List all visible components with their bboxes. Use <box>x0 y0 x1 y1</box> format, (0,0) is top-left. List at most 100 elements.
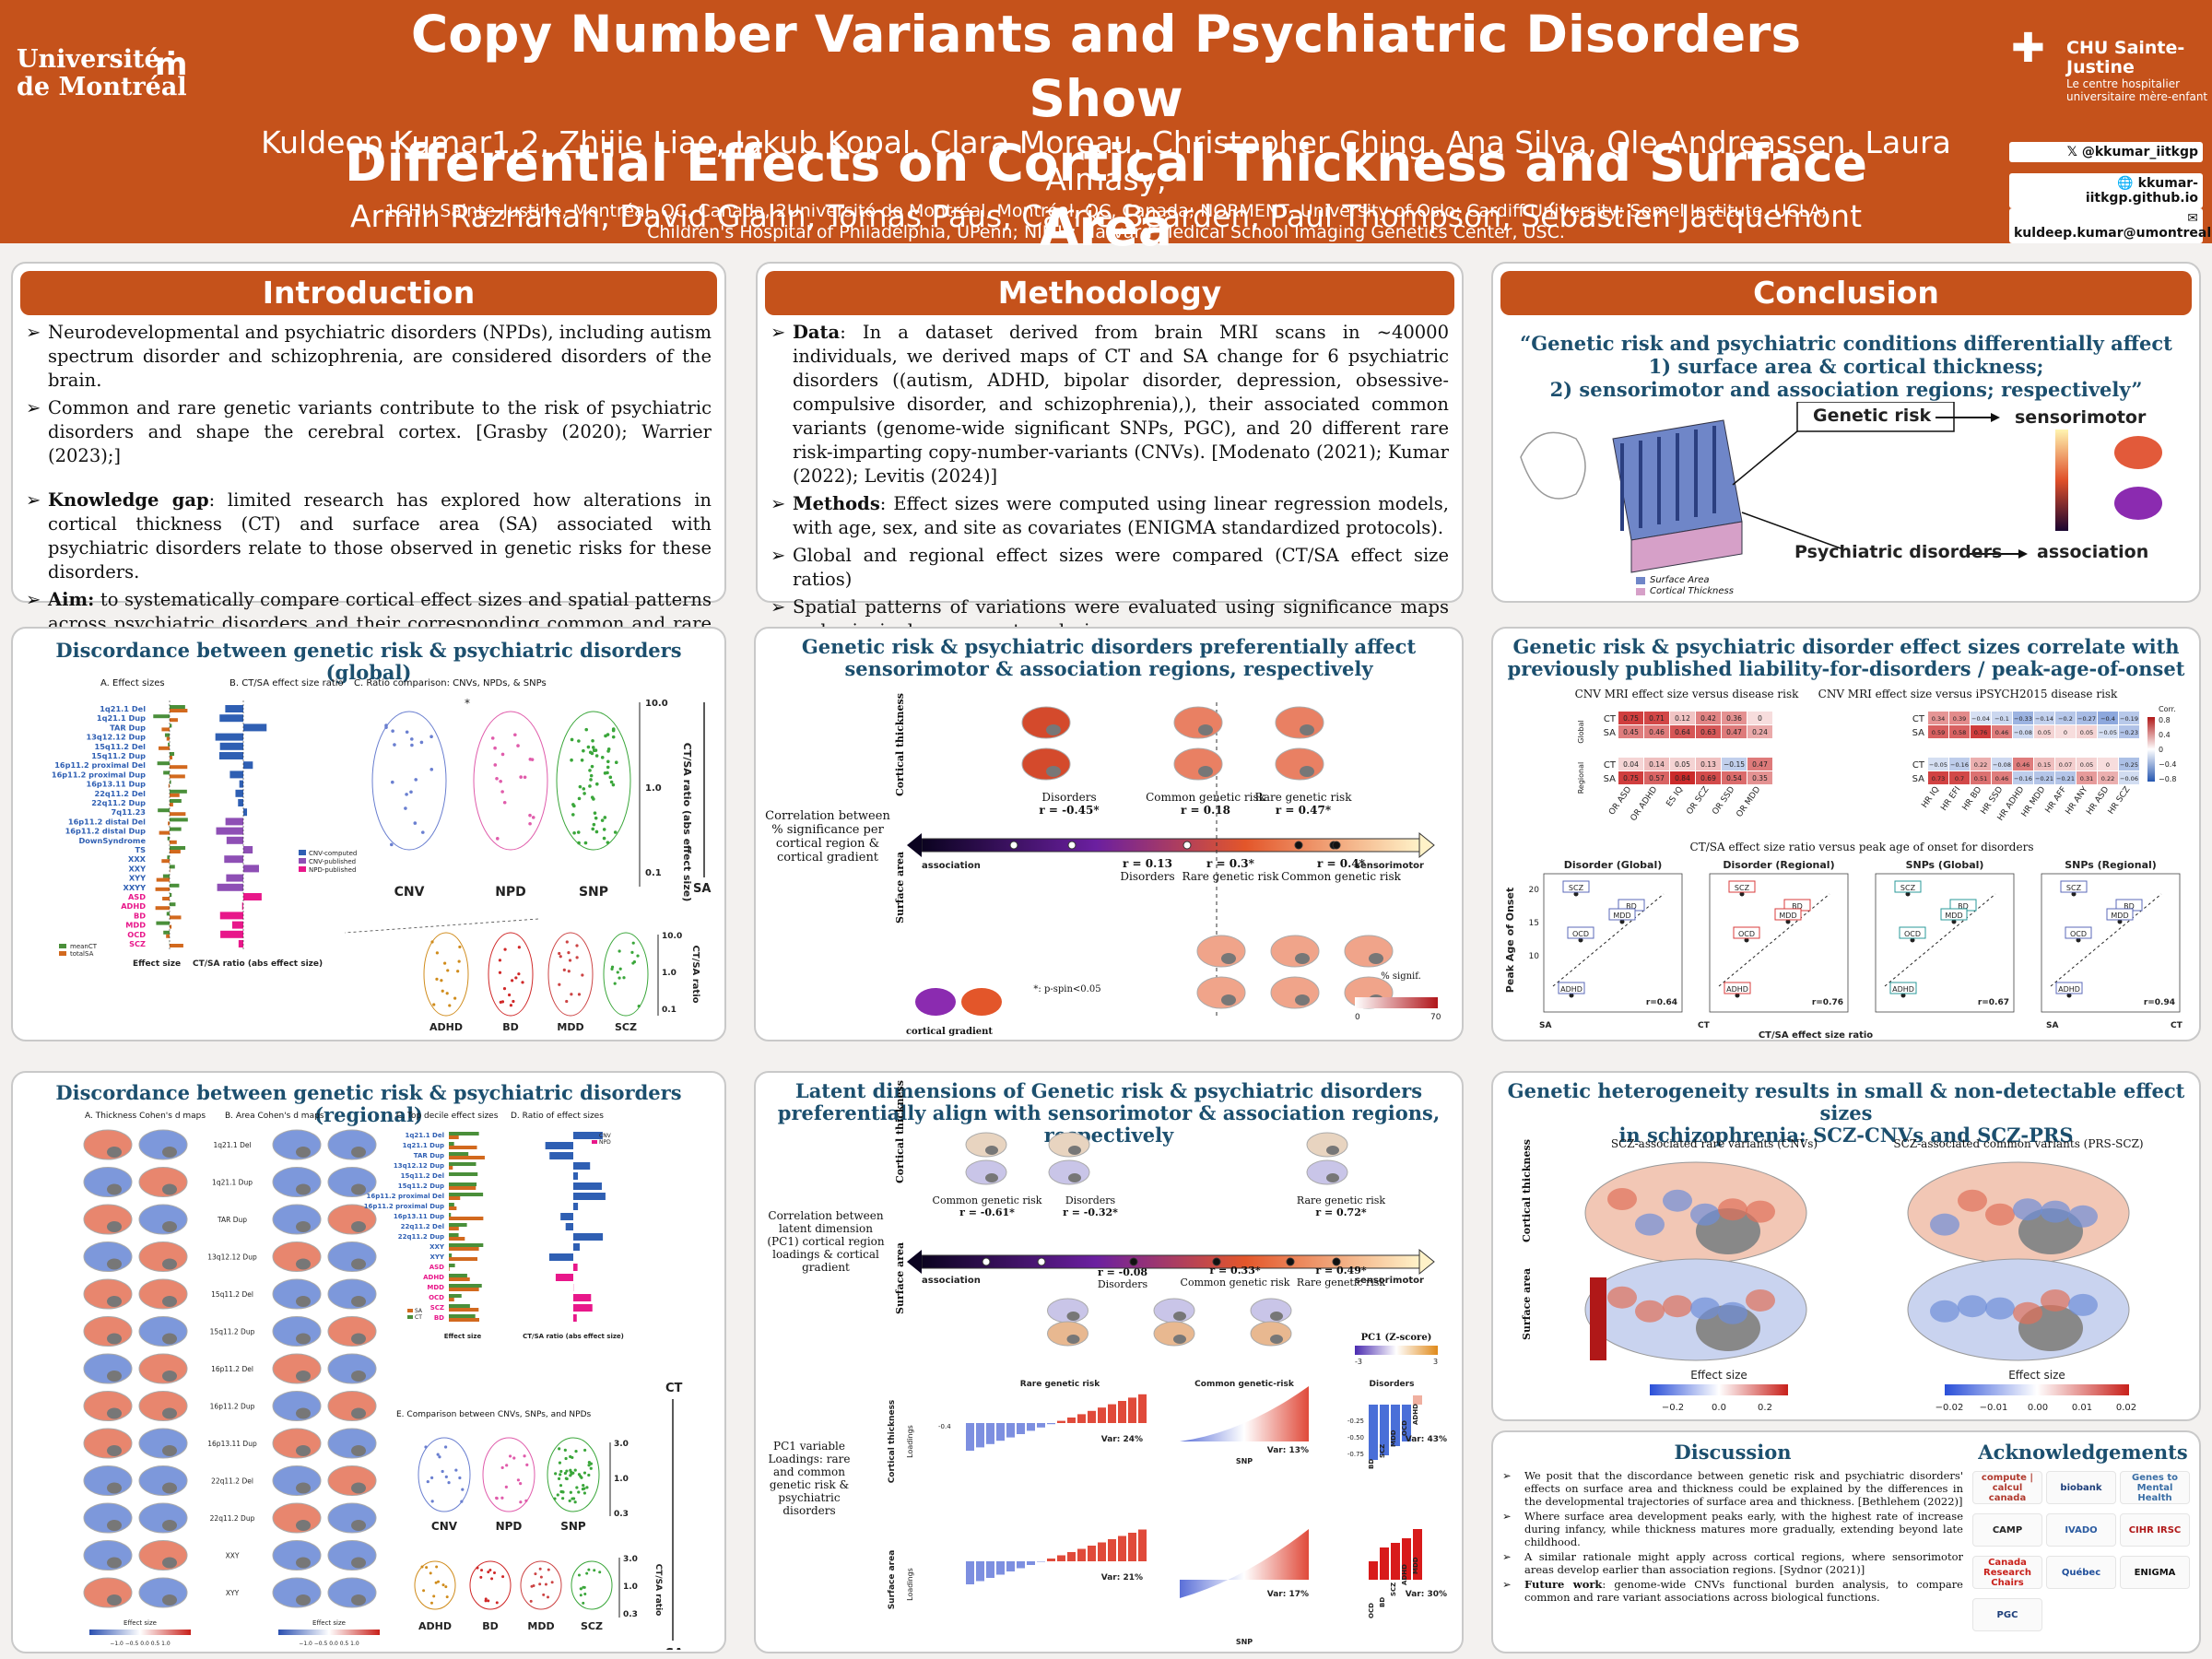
hetero-tick-left: 0.2 <box>1758 1403 1772 1413</box>
violin-point <box>434 1581 438 1584</box>
ack-logo: Québec <box>2046 1556 2116 1589</box>
brain-medial <box>1270 1312 1283 1321</box>
heat-cell <box>2034 758 2054 771</box>
dis-label: OCD <box>1401 1420 1408 1436</box>
hetero-patch <box>1635 1300 1665 1323</box>
violin-point <box>445 992 449 995</box>
scatter-point-label-ocd: OCD <box>1572 930 1589 938</box>
scatter-point-label-bd: BD <box>2124 902 2135 911</box>
ytick: 20 <box>1529 886 1540 895</box>
heat-cell <box>2098 758 2118 771</box>
violin-point <box>583 1448 587 1453</box>
website-link[interactable]: 🌐 kkumar-iitkgp.github.io <box>2009 173 2203 208</box>
violin-point <box>495 1497 499 1500</box>
brain-medial <box>107 1147 122 1158</box>
heat-value: 0.46 <box>1649 728 1665 736</box>
effect-bar-sa <box>170 915 182 920</box>
rare-sa-bar <box>1017 1561 1025 1569</box>
legend-sa: SA <box>415 1308 423 1314</box>
hetero-tick-right: 0.02 <box>2116 1403 2136 1413</box>
scatter-label-box <box>1774 908 1802 921</box>
violin-point <box>606 841 610 844</box>
thickness-brain <box>83 1241 133 1272</box>
violin-point <box>616 971 619 974</box>
decile-bar-ct <box>449 1152 469 1156</box>
top-decile-label: BD <box>434 1314 444 1322</box>
affil-line-2: Children's Hospital of Philadelphia, UPe… <box>647 222 1565 242</box>
violin-point <box>422 1589 426 1593</box>
brain-medial <box>1326 1146 1339 1155</box>
cortical-gradient-brain-2 <box>961 988 1002 1016</box>
heat-value: −0.05 <box>2099 729 2117 736</box>
heat-cell <box>1670 771 1695 784</box>
violin-point <box>500 752 505 757</box>
email-link[interactable]: ✉ kuldeep.kumar@umontreal.ca <box>2009 208 2212 243</box>
regional-row-label: 15q11.2 Del <box>211 1290 253 1299</box>
violin-point <box>499 1000 502 1004</box>
heat-value: 0.59 <box>1932 729 1945 736</box>
gradient-title: Genetic risk & psychiatric disorders pre… <box>801 635 1417 680</box>
scatter-point <box>1578 937 1583 943</box>
violin-point <box>488 1569 492 1572</box>
area-brain <box>327 1540 377 1571</box>
hetero-brain-medial <box>2018 1208 2083 1254</box>
regional-row-label: 15q11.2 Dup <box>210 1328 255 1336</box>
twitter-handle[interactable]: 𝕏 @kkumar_iitkgp <box>2009 142 2203 162</box>
ratio-axis-title: CT/SA ratio (abs effect size) <box>681 743 693 901</box>
violin-point <box>589 1466 593 1470</box>
ratio-bar <box>238 799 243 806</box>
violin-point <box>608 775 613 780</box>
rare-sa-bar <box>1057 1555 1065 1561</box>
violin-point <box>509 1004 513 1007</box>
ratio-bar <box>219 714 243 723</box>
dis-ct-tick: -0.50 <box>1347 1434 1364 1441</box>
violin-outline <box>423 932 469 1017</box>
heat-value: −0.27 <box>2077 715 2096 723</box>
violin-point <box>409 790 413 794</box>
legend-npd: NPD <box>599 1139 611 1146</box>
effect-bar-sa <box>170 793 180 797</box>
violin-point <box>567 950 571 955</box>
rare-ct-bar <box>1088 1410 1096 1423</box>
violin-point <box>561 1497 565 1500</box>
violin-point <box>581 973 584 977</box>
cortical-gradient-brain-1 <box>915 988 956 1016</box>
corr-tick: 0.8 <box>2159 716 2171 724</box>
cnv-name-label: XYY <box>129 874 147 883</box>
rare-sa-bar <box>1138 1529 1147 1561</box>
area-brain <box>327 1278 377 1310</box>
effect-bar-ct <box>170 752 175 756</box>
heat-col-label: ES IQ <box>1665 785 1686 808</box>
violin-point <box>582 1585 585 1589</box>
decile-bar-ct <box>449 1233 459 1237</box>
rare-sa-bar <box>1077 1548 1086 1561</box>
ratio-bar-regional <box>573 1243 580 1251</box>
violin-point <box>517 946 521 949</box>
scatter-r: r=0.94 <box>2144 998 2175 1007</box>
hetero-side-ct: Cortical thickness <box>1521 1139 1533 1242</box>
cortex-block <box>1612 419 1743 573</box>
snp-label: SNP <box>1236 1638 1253 1646</box>
violin-point <box>558 1447 561 1451</box>
scatter-label-box <box>2060 880 2088 893</box>
poster-header: Université de Montréal ṁ Copy Number Var… <box>0 0 2212 257</box>
scatter-label-box <box>1608 908 1636 921</box>
cnv-name-label: 22q11.2 Del <box>95 789 147 798</box>
udem-logo-line2: de Montréal <box>17 73 187 101</box>
brain-medial <box>985 1146 998 1155</box>
sa-common-label: r = 0.4* Common genetic risk <box>1281 857 1401 883</box>
sa-brain <box>1270 935 1320 968</box>
hetero-cbar-title-left: Effect size <box>1690 1369 1747 1382</box>
violin-point <box>490 736 495 740</box>
violin-point <box>448 1004 452 1007</box>
ratio-bar-regional <box>573 1162 591 1170</box>
legend-entry: NPD-published <box>309 866 356 874</box>
ytick: 10 <box>1529 952 1540 961</box>
ratio-bar-regional <box>549 1152 573 1159</box>
violin-point <box>519 1500 523 1504</box>
ratio-bar <box>243 893 262 900</box>
effect-bar-ct <box>166 912 170 916</box>
ct-brain <box>1275 706 1324 739</box>
violin-point <box>544 1583 547 1586</box>
latent-ct-brain <box>1048 1132 1090 1158</box>
